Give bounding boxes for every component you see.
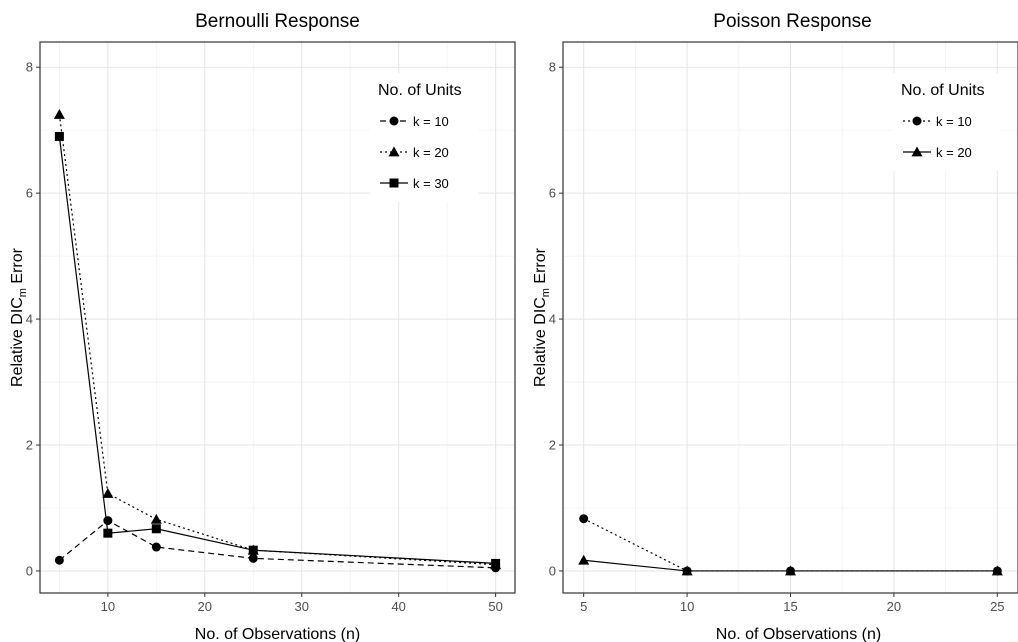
y-axis-label-suffix: Error: [9, 247, 26, 288]
y-axis-label-suffix: Error: [532, 247, 549, 288]
legend-label: k = 10: [413, 114, 449, 129]
panel-border: [39, 41, 516, 594]
legend-label: k = 30: [413, 176, 449, 191]
y-axis-label-sub: m: [17, 288, 29, 297]
y-axis-label-main: Relative DIC: [9, 297, 26, 387]
legend-title: No. of Units: [901, 82, 985, 99]
x-tick-label: 20: [887, 599, 901, 614]
x-axis-label: No. of Observations (n): [195, 626, 360, 642]
legend-key-circle: [912, 116, 922, 126]
data-point-circle: [248, 553, 258, 563]
legend-label: k = 20: [413, 145, 449, 160]
y-axis-label-sub: m: [540, 288, 552, 297]
legend-key-square: [389, 178, 399, 188]
panel-poisson: 0 2 4 6 8 5 10 15 20 25 Poisson Response No. of Obs…: [532, 11, 1018, 642]
data-point-circle: [151, 542, 161, 552]
legend: No. of Units k = 10 k = 20: [893, 73, 1001, 171]
legend: No. of Units k = 10 k = 20 k = 30: [370, 73, 478, 202]
data-point-triangle: [578, 554, 590, 565]
y-tick-label: 0: [26, 563, 33, 578]
data-point-circle: [579, 514, 589, 524]
chart-title: Bernoulli Response: [195, 11, 360, 32]
x-tick-label: 40: [391, 599, 405, 614]
y-tick-label: 4: [26, 312, 33, 327]
data-point-square: [151, 524, 161, 534]
y-tick-label: 2: [26, 438, 33, 453]
legend-label: k = 20: [936, 145, 972, 160]
legend-key-triangle: [911, 146, 923, 157]
data-point-triangle: [53, 108, 65, 119]
x-tick-label: 20: [198, 599, 212, 614]
data-point-square: [54, 131, 64, 141]
data-point-triangle: [102, 488, 114, 498]
data-point-circle: [54, 555, 64, 565]
y-axis-label: Relative DICm Error: [532, 247, 552, 387]
x-tick-label: 5: [580, 599, 587, 614]
data-point-circle: [103, 516, 113, 526]
panel-bernoulli: 0 2 4 6 8 10 20 30 40 50 Bernoulli Response No. of …: [9, 11, 516, 642]
legend-key-triangle: [388, 146, 400, 157]
data-point-triangle: [681, 565, 693, 576]
x-tick-label: 30: [295, 599, 309, 614]
data-point-triangle: [785, 565, 796, 576]
data-point-square: [103, 528, 113, 538]
legend-title: No. of Units: [378, 82, 462, 99]
panel-border: [562, 41, 1018, 594]
y-tick-label: 0: [549, 563, 556, 578]
y-tick-label: 8: [549, 60, 556, 75]
legend-key-circle: [389, 116, 399, 126]
y-tick-label: 2: [549, 438, 556, 453]
y-axis-label: Relative DICm Error: [9, 247, 29, 387]
series-line-k10: [59, 519, 496, 569]
legend-background: [370, 73, 478, 202]
x-tick-label: 10: [101, 599, 115, 614]
x-tick-label: 10: [680, 599, 694, 614]
y-tick-label: 8: [26, 60, 33, 75]
y-tick-label: 6: [549, 186, 556, 201]
x-axis-label: No. of Observations (n): [716, 626, 881, 642]
data-point-triangle: [150, 513, 162, 524]
data-point-square: [491, 558, 501, 568]
y-axis-label-main: Relative DIC: [532, 297, 549, 387]
x-tick-label: 50: [488, 599, 502, 614]
y-tick-label: 4: [549, 312, 556, 327]
chart-title: Poisson Response: [713, 11, 871, 32]
data-point-triangle: [991, 565, 1003, 576]
legend-label: k = 10: [936, 114, 972, 129]
y-tick-label: 6: [26, 186, 33, 201]
legend-background: [893, 73, 1001, 171]
data-point-square: [248, 545, 258, 555]
x-tick-label: 25: [990, 599, 1004, 614]
x-tick-label: 15: [783, 599, 797, 614]
series-line-k20: [583, 559, 998, 572]
